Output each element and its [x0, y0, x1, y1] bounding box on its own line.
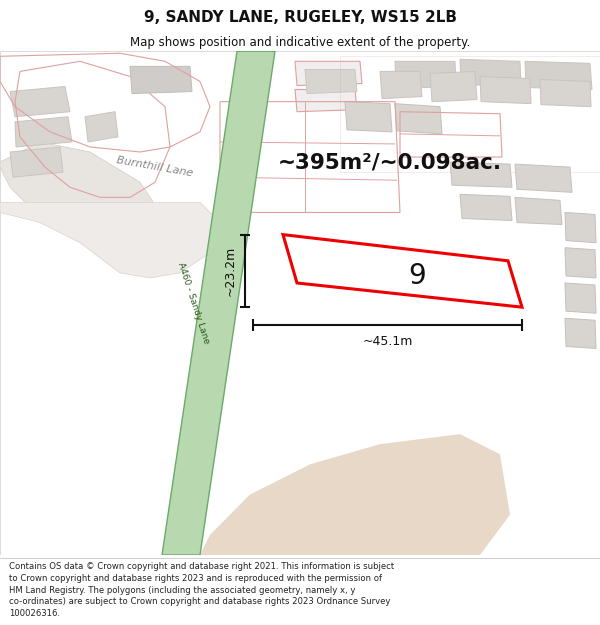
- Polygon shape: [515, 164, 572, 192]
- Polygon shape: [540, 79, 591, 107]
- Polygon shape: [0, 142, 160, 252]
- Polygon shape: [380, 71, 422, 99]
- Polygon shape: [565, 283, 596, 313]
- Text: Contains OS data © Crown copyright and database right 2021. This information is : Contains OS data © Crown copyright and d…: [9, 562, 394, 618]
- Polygon shape: [295, 89, 357, 112]
- Polygon shape: [295, 61, 362, 86]
- Polygon shape: [430, 71, 477, 102]
- Text: Burnthill Lane: Burnthill Lane: [116, 156, 194, 179]
- Polygon shape: [283, 234, 522, 307]
- Polygon shape: [565, 248, 596, 278]
- Polygon shape: [460, 59, 521, 86]
- Polygon shape: [395, 104, 442, 134]
- Polygon shape: [162, 51, 275, 555]
- Polygon shape: [480, 76, 531, 104]
- Text: ~45.1m: ~45.1m: [362, 335, 413, 348]
- Polygon shape: [515, 198, 562, 224]
- Text: 9: 9: [409, 262, 427, 291]
- Polygon shape: [565, 318, 596, 349]
- Text: 9, SANDY LANE, RUGELEY, WS15 2LB: 9, SANDY LANE, RUGELEY, WS15 2LB: [143, 10, 457, 25]
- Text: ~23.2m: ~23.2m: [223, 246, 236, 296]
- Polygon shape: [460, 194, 512, 221]
- Polygon shape: [395, 61, 456, 89]
- Polygon shape: [525, 61, 592, 89]
- Polygon shape: [305, 69, 357, 94]
- Text: ~395m²/~0.098ac.: ~395m²/~0.098ac.: [278, 152, 502, 172]
- Text: Map shows position and indicative extent of the property.: Map shows position and indicative extent…: [130, 36, 470, 49]
- Polygon shape: [200, 434, 510, 555]
- Polygon shape: [15, 117, 72, 147]
- Polygon shape: [450, 162, 512, 188]
- Polygon shape: [10, 147, 63, 178]
- Polygon shape: [345, 102, 392, 132]
- Text: A460 - Sandy Lane: A460 - Sandy Lane: [176, 261, 211, 345]
- Polygon shape: [10, 86, 70, 117]
- Polygon shape: [85, 112, 118, 142]
- Polygon shape: [130, 66, 192, 94]
- Polygon shape: [565, 213, 596, 243]
- Polygon shape: [0, 202, 220, 278]
